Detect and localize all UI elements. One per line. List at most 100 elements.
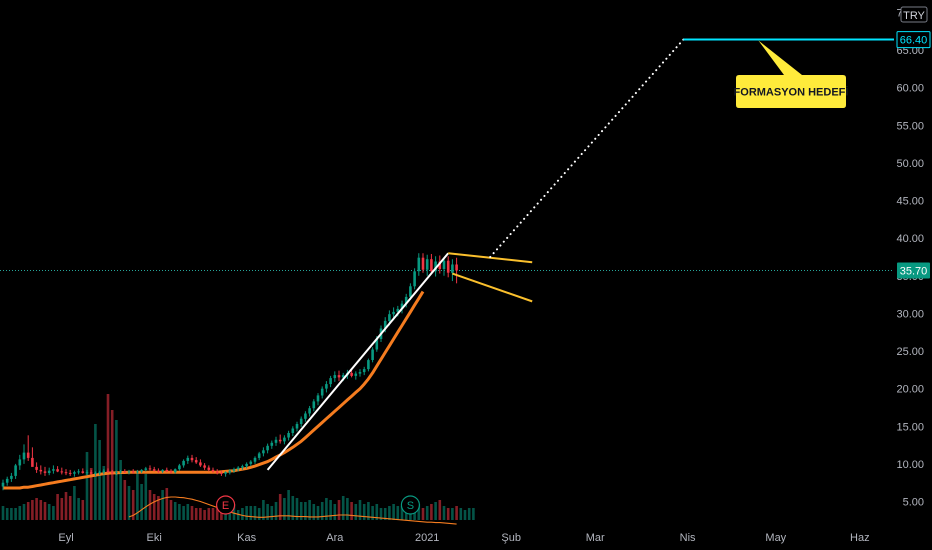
candle [102,469,106,475]
candle [5,476,9,486]
candle [106,468,110,473]
volume-bar [274,502,278,520]
volume-bar [1,506,5,520]
candle [249,460,253,467]
y-tick-label: 60.00 [896,83,924,95]
volume-bar [173,502,177,520]
candle-body [371,349,374,360]
volume-bar [308,500,311,520]
candle-body [299,418,303,424]
volume-bar [388,506,391,520]
x-tick-label: Ara [326,532,344,544]
candle [22,444,26,464]
candle-body [283,437,286,442]
volume-bar [165,488,169,520]
candle [123,469,127,473]
volume-bar [472,508,475,520]
candle-body [35,466,38,470]
candle [253,456,257,464]
candle [56,466,59,473]
candle [329,375,332,388]
volume-bar [241,508,244,520]
candle-body [220,472,223,474]
volume-bar [140,484,143,520]
candle [417,253,421,276]
candle [35,462,38,473]
candle-body [173,469,177,473]
candle [257,451,261,461]
y-tick-label: 15.00 [896,421,924,433]
candle [337,370,341,382]
volume-bar [228,508,232,520]
candle [18,454,22,470]
callout-label: FORMASYON HEDEFİ [734,86,849,99]
candle-body [421,257,425,270]
volume-bar [362,504,366,520]
volume-bar [131,490,135,520]
candle [186,455,190,464]
volume-bars [1,394,475,520]
x-tick-label: 2021 [415,532,439,544]
candle-body [417,257,421,272]
candle [245,462,248,469]
candle [1,479,5,491]
volume-bar [316,506,320,520]
candle-body [228,470,232,473]
volume-bar [77,498,80,520]
volume-bar [455,506,458,520]
volume-bar [182,506,185,520]
candle [14,463,17,479]
volume-bar [346,498,349,520]
candle-body [31,457,34,467]
candle-body [152,469,156,471]
candle-body [434,261,437,272]
currency-badge[interactable] [900,6,928,23]
candle-body [224,472,227,474]
candle-body [22,452,26,460]
volume-bar [467,508,471,520]
candle-body [186,457,190,461]
candle-body [119,471,122,473]
candle-body [232,469,236,471]
volume-bar [47,504,51,520]
volume-bar [325,498,328,520]
candle-body [148,468,152,470]
volume-bar [110,410,114,520]
volume-bar [26,502,30,520]
candle [236,466,240,472]
candlesticks[interactable] [1,253,458,491]
candle-body [236,467,240,470]
target-callout[interactable]: FORMASYON HEDEFİ [734,40,849,109]
flag-pattern-drawings[interactable] [266,38,894,471]
candle [194,457,198,464]
candle-body [98,472,101,474]
candle [442,256,446,276]
candle [127,469,131,475]
volume-bar [73,486,76,520]
candle-body [316,395,320,402]
volume-bar [312,504,316,520]
volume-bar [85,452,89,520]
candle-body [446,260,450,273]
time-axis[interactable]: Eyl Eki Kas Ara 2021 Şub Mar Nis May Haz [58,532,869,544]
volume-bar [5,508,9,520]
candle [119,469,122,474]
volume-bar [43,502,47,520]
candle [400,300,404,314]
candle-body [89,472,93,474]
volume-bar [161,490,164,520]
candle-body [308,408,311,414]
volume-bar [350,502,353,520]
volume-bar [295,498,299,520]
volume-bar [60,498,64,520]
candle-body [350,372,353,376]
candle [295,421,299,432]
candle [89,469,93,475]
volume-bar [253,506,257,520]
candle [60,467,64,475]
x-tick-label: Mar [586,532,605,544]
candle [451,259,454,282]
volume-bar [98,440,101,520]
